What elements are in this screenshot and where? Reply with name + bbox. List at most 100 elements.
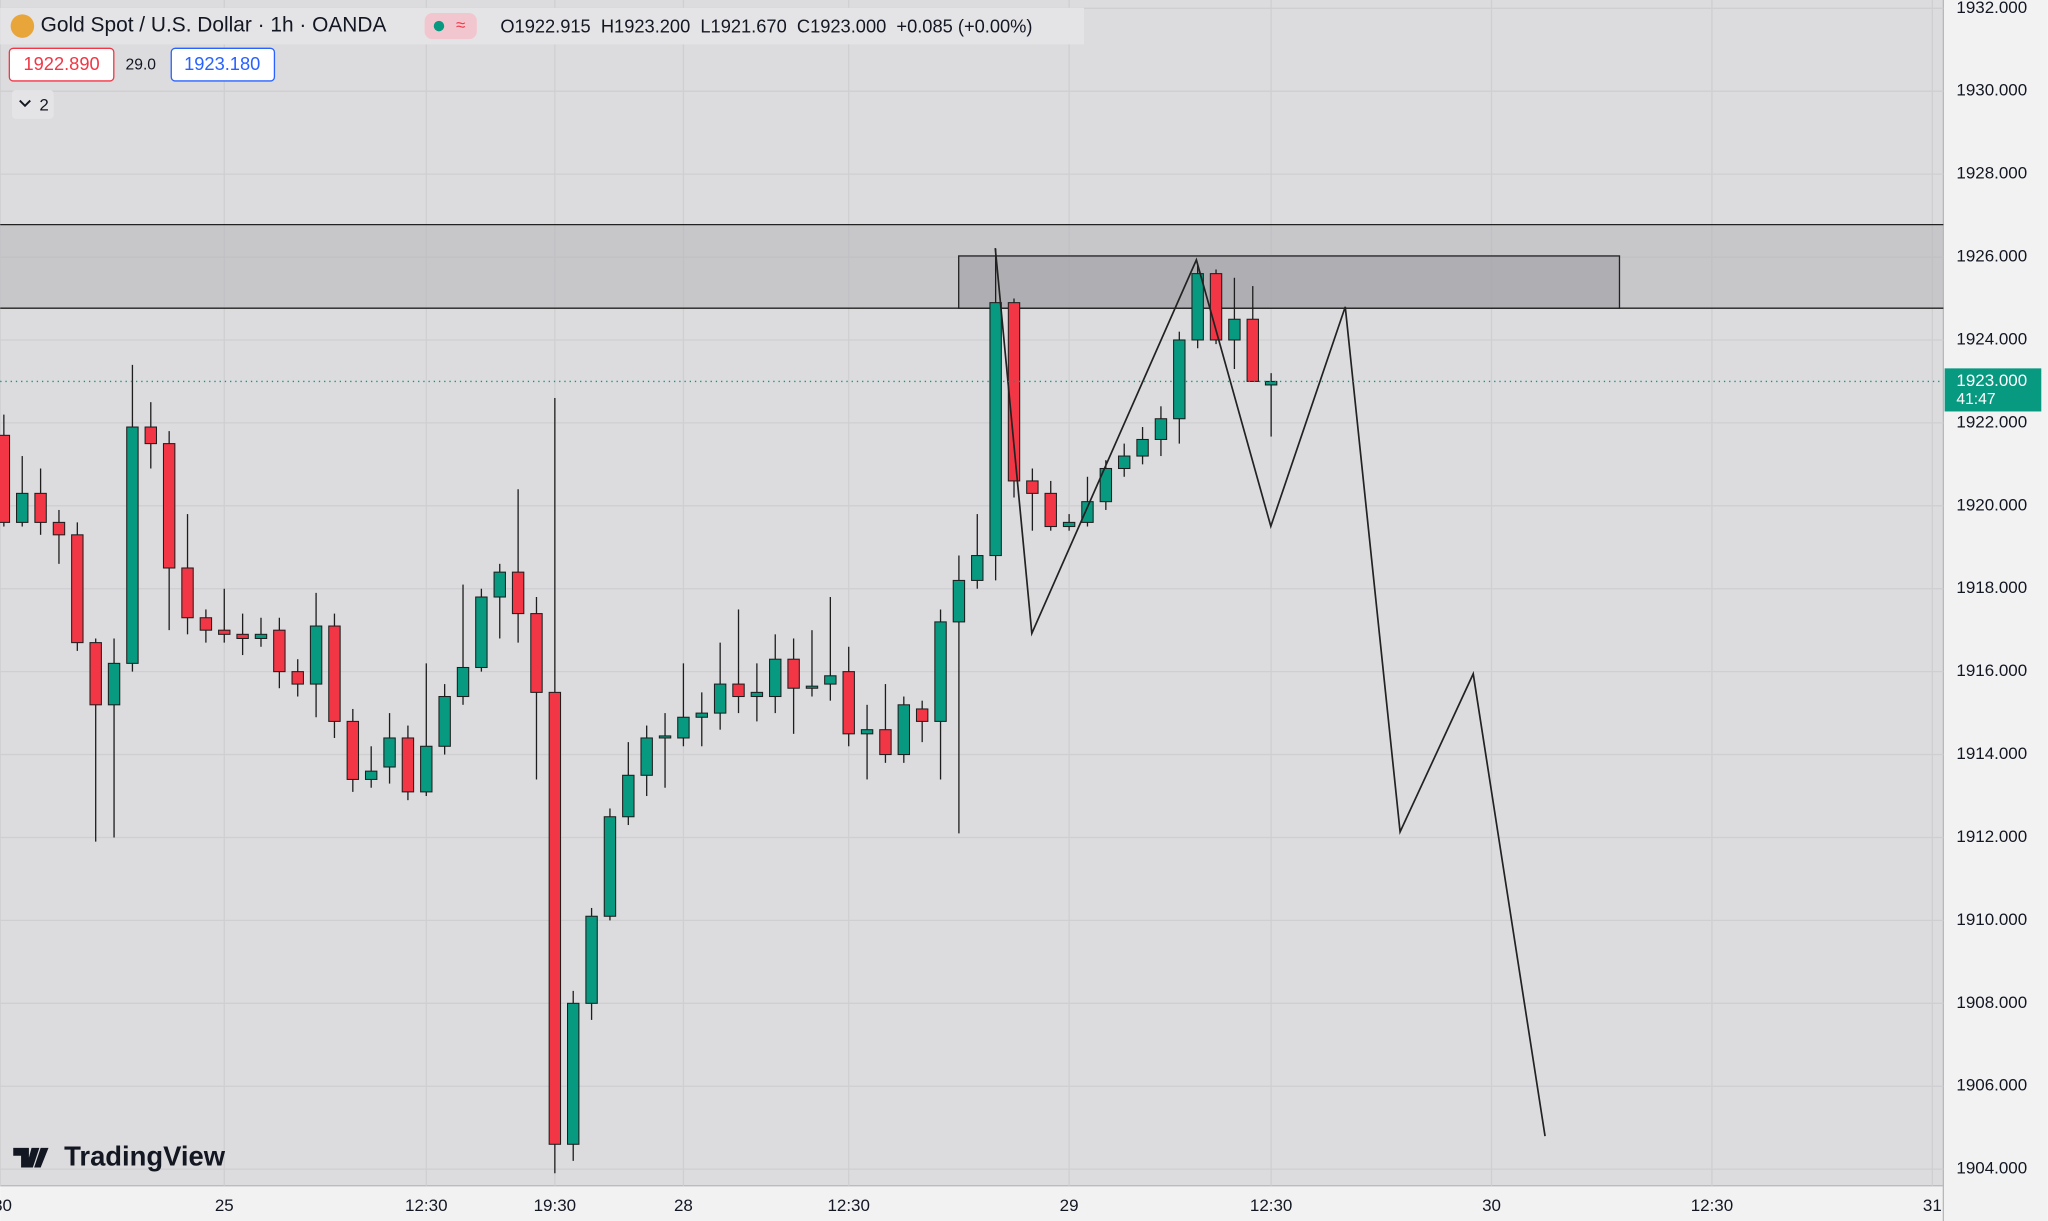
candle-body <box>640 737 653 776</box>
candle-body <box>511 571 525 615</box>
x-tick-label: 30 <box>1482 1196 1501 1215</box>
y-tick-label: 1922.000 <box>1956 412 2027 431</box>
candle-body <box>254 633 268 639</box>
projection-zigzag <box>994 248 1546 1137</box>
candle-body <box>1062 521 1076 528</box>
x-tick-label: 31 <box>1923 1196 1942 1215</box>
candle-body <box>438 695 451 747</box>
candle-body <box>915 708 929 722</box>
candle-body <box>530 613 543 693</box>
candle-body <box>952 579 966 623</box>
current-price-label: 1923.000 <box>1956 371 2027 390</box>
candle-body <box>475 596 488 669</box>
candle-body <box>1026 480 1039 494</box>
candle-body <box>401 737 415 793</box>
y-tick-label: 1920.000 <box>1956 495 2027 514</box>
x-tick-label: 12:30 <box>827 1196 869 1215</box>
supply-box <box>958 255 1621 309</box>
candle-body <box>52 521 66 536</box>
buy-price[interactable]: 1923.180 <box>184 53 260 74</box>
sell-price[interactable]: 1922.890 <box>23 53 99 74</box>
drawings <box>0 223 1944 309</box>
candle-body <box>126 426 139 664</box>
y-tick-label: 1926.000 <box>1956 247 2027 266</box>
candle-body <box>0 434 11 523</box>
price-axis-background <box>1943 0 2048 1221</box>
indicators-toggle[interactable] <box>11 90 54 119</box>
candle-body <box>750 691 764 698</box>
y-tick-label: 1924.000 <box>1956 329 2027 348</box>
candle-body <box>1173 339 1186 420</box>
status-icon: ≈ <box>456 16 465 35</box>
candle-body <box>236 633 249 639</box>
candles <box>0 248 1278 1174</box>
candle-body <box>1264 380 1278 386</box>
candle-body <box>16 492 29 523</box>
candle-body <box>364 770 378 780</box>
candle-body <box>199 617 213 631</box>
candle-body <box>1081 501 1094 523</box>
candle-body <box>713 683 727 714</box>
candle-body <box>1117 455 1131 470</box>
y-tick-label: 1904.000 <box>1956 1159 2027 1178</box>
candle-body <box>842 671 855 735</box>
candle-body <box>181 567 194 619</box>
y-tick-label: 1928.000 <box>1956 164 2027 183</box>
candle-body <box>420 745 433 793</box>
symbol-icon[interactable] <box>10 14 35 38</box>
candle-body <box>934 621 947 722</box>
plot-background <box>0 0 1944 1186</box>
candle-body <box>1228 318 1241 341</box>
candle-body <box>769 658 782 698</box>
sell-button[interactable] <box>8 47 115 82</box>
time-axis-background <box>0 1185 1944 1221</box>
x-tick-label: 12:30 <box>1250 1196 1292 1215</box>
candle-body <box>383 737 396 768</box>
countdown-label: 41:47 <box>1956 391 1995 408</box>
candle-body <box>989 302 1002 557</box>
candle-body <box>493 571 506 598</box>
candle-body <box>879 729 892 756</box>
y-tick-label: 1914.000 <box>1956 744 2027 763</box>
candle-body <box>622 774 635 818</box>
x-tick-label: 25 <box>215 1196 234 1215</box>
candle-body <box>1154 418 1168 440</box>
logo-icon <box>13 1147 49 1168</box>
logo-text[interactable]: TradingView <box>64 1141 226 1172</box>
candle-body <box>218 629 231 635</box>
candle-body <box>71 534 84 644</box>
candle-body <box>328 625 341 722</box>
indicators-count[interactable]: 2 <box>39 95 48 114</box>
candle-body <box>658 735 672 739</box>
candle-body <box>1246 318 1259 382</box>
candle-body <box>860 729 874 735</box>
x-tick-label: 28 <box>674 1196 693 1215</box>
candle-body <box>971 555 984 581</box>
y-tick-label: 1906.000 <box>1956 1076 2027 1095</box>
candle-body <box>677 716 690 739</box>
symbol-title[interactable]: Gold Spot / U.S. Dollar · 1h · OANDA <box>41 14 387 37</box>
candle-body <box>567 1002 580 1145</box>
header-bar <box>0 7 1085 45</box>
y-tick-label: 1932.000 <box>1956 0 2027 17</box>
x-tick-label: 12:30 <box>1691 1196 1733 1215</box>
candle-body <box>89 642 102 706</box>
candle-body <box>897 704 911 756</box>
current-price-tag <box>1944 368 2042 412</box>
candle-body <box>1191 273 1204 341</box>
y-tick-label: 1930.000 <box>1956 81 2027 100</box>
candle-body <box>107 662 121 706</box>
candle-body <box>732 683 745 698</box>
status-badge[interactable] <box>424 13 477 40</box>
x-tick-label: :30 <box>0 1196 12 1215</box>
candle-body <box>34 492 47 523</box>
y-tick-label: 1918.000 <box>1956 578 2027 597</box>
candle-body <box>824 675 837 685</box>
buy-button[interactable] <box>170 47 276 82</box>
x-tick-label: 12:30 <box>405 1196 447 1215</box>
candle-body <box>1136 438 1149 457</box>
chevron-icon <box>19 99 31 108</box>
